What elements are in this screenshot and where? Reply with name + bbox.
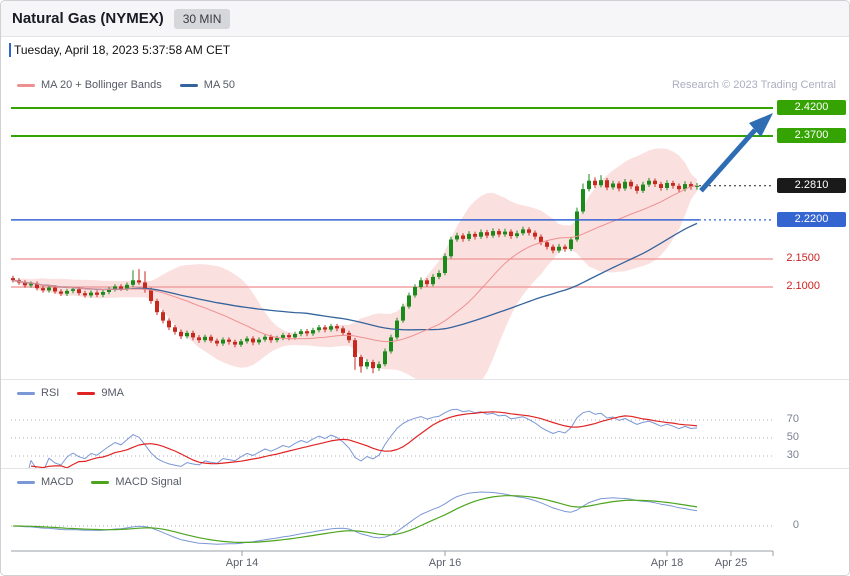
macd-swatch-icon [17,480,35,484]
rsi-level-70: 70 [786,413,799,425]
timeframe-badge: 30 MIN [173,8,231,29]
last-price-label: 2.2810 [777,177,846,193]
timestamp-bar: Tuesday, April 18, 2023 5:37:58 AM CET [1,37,849,63]
x-axis-label: Apr 16 [428,557,462,569]
support-price-label: 2.1000 [786,280,820,292]
macd-zero-label: 0 [792,519,799,531]
rsi-chart[interactable] [1,380,850,468]
rsi-legend: RSI 9MA [17,387,124,399]
resistance-price-label: 2.3700 [777,127,846,143]
instrument-title: Natural Gas (NYMEX) [12,10,164,27]
x-axis-label: Apr 14 [225,557,259,569]
time-axis: Apr 14 Apr 16 Apr 18 Apr 25 [1,549,849,575]
bollinger-swatch-icon [17,83,35,87]
rsi-level-30: 30 [786,449,799,461]
legend-rsi-item: RSI [17,387,59,399]
legend-ma50-label: MA 50 [203,79,235,91]
legend-rsi-ma-label: 9MA [101,387,124,399]
date-accent-mark [9,43,11,57]
rsi-ma-swatch-icon [77,391,96,395]
time-axis-line [11,550,774,556]
legend-bollinger-label: MA 20 + Bollinger Bands [41,79,162,91]
price-chart-panel: MA 20 + Bollinger Bands MA 50 Research ©… [1,63,849,379]
legend-rsi-label: RSI [41,387,60,399]
legend-macd-signal-item: MACD Signal [91,476,181,488]
timestamp-text: Tuesday, April 18, 2023 5:37:58 AM CET [14,43,231,57]
price-chart-legend: MA 20 + Bollinger Bands MA 50 [17,79,235,91]
legend-rsi-ma-item: 9MA [77,387,124,399]
x-axis-label: Apr 18 [650,557,684,569]
macd-chart[interactable] [1,469,850,549]
legend-macd-item: MACD [17,476,73,488]
macd-legend: MACD MACD Signal [17,476,181,488]
resistance-price-label: 2.4200 [777,100,846,115]
pivot-price-label: 2.2200 [777,211,846,227]
legend-macd-label: MACD [41,476,74,488]
legend-macd-signal-label: MACD Signal [115,476,182,488]
title-bar: Natural Gas (NYMEX) 30 MIN [1,1,849,37]
support-price-label: 2.1500 [786,252,820,265]
rsi-swatch-icon [17,391,35,395]
legend-ma50-item: MA 50 [179,79,235,91]
rsi-level-50: 50 [786,431,799,443]
macd-signal-swatch-icon [91,480,110,484]
x-axis-label: Apr 25 [714,557,748,569]
research-credit: Research © 2023 Trading Central [671,79,836,91]
candlestick-chart[interactable] [1,63,850,379]
legend-bollinger-item: MA 20 + Bollinger Bands [17,79,162,91]
rsi-panel: RSI 9MA 70 50 30 [1,379,849,468]
macd-panel: MACD MACD Signal 0 [1,468,849,549]
ma50-swatch-icon [179,83,198,87]
